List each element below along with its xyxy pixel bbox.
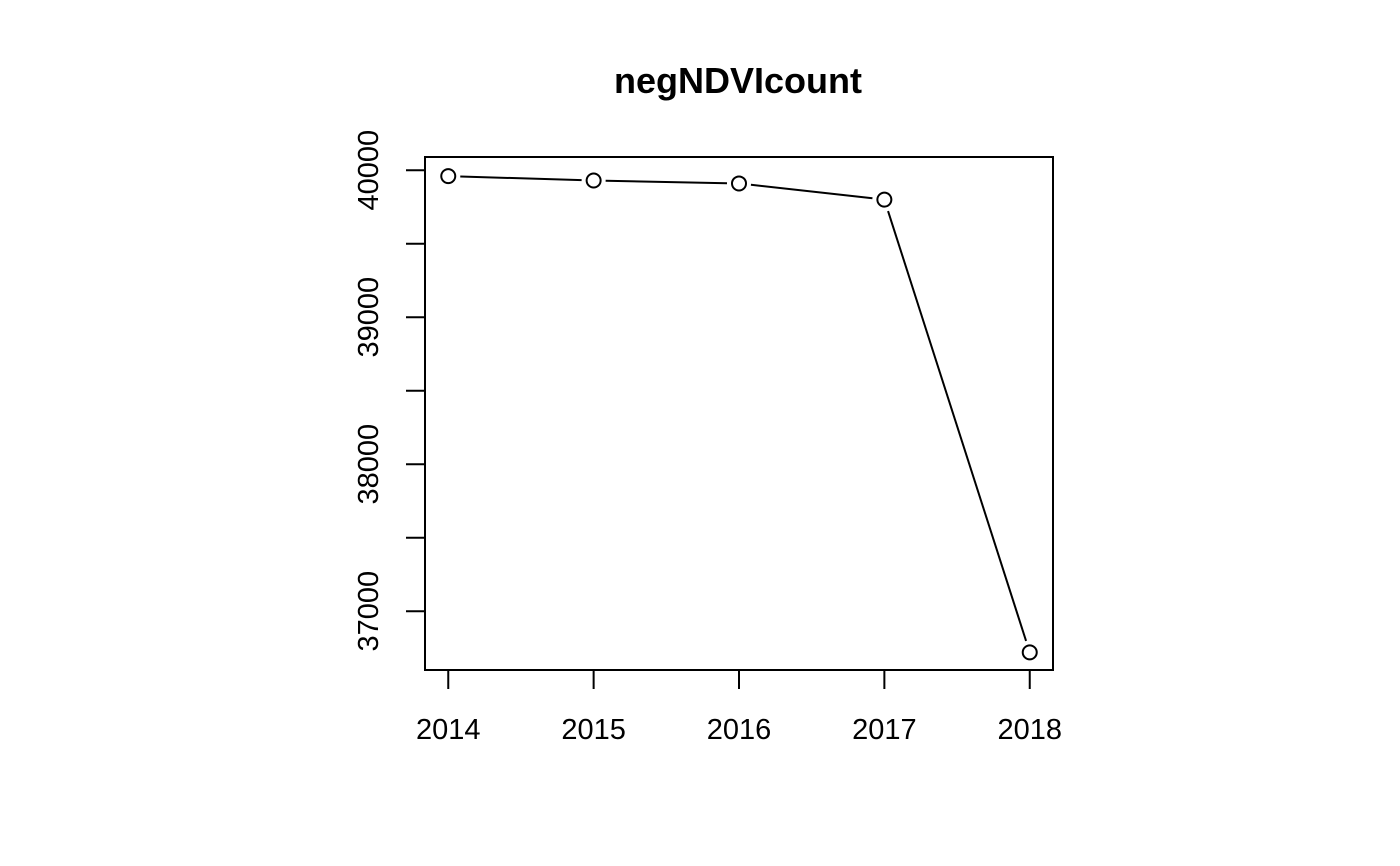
x-tick-label: 2017 — [852, 714, 917, 746]
data-point — [585, 172, 602, 189]
data-series — [440, 168, 1038, 661]
y-tick-label: 39000 — [353, 277, 385, 358]
data-point — [876, 191, 893, 208]
x-axis: 2014 2015 2016 2017 2018 — [416, 670, 1062, 746]
series-line-segment — [750, 183, 873, 200]
chart-title: negNDVIcount — [614, 60, 862, 101]
x-tick-label: 2015 — [561, 714, 626, 746]
y-axis: 37000 38000 39000 40000 — [353, 130, 425, 652]
data-point — [440, 168, 457, 185]
series-line-segment — [605, 179, 728, 185]
y-tick-label: 40000 — [353, 130, 385, 211]
x-tick-label: 2014 — [416, 714, 481, 746]
data-point — [731, 175, 747, 192]
x-tick-label: 2018 — [997, 714, 1062, 746]
plot-frame — [424, 156, 1054, 671]
series-line-segment — [460, 175, 582, 182]
y-tick-label: 38000 — [353, 424, 385, 505]
data-point — [1021, 644, 1038, 661]
series-line-segment — [887, 210, 1028, 642]
y-tick-label: 37000 — [353, 571, 385, 652]
x-tick-label: 2016 — [707, 714, 772, 746]
